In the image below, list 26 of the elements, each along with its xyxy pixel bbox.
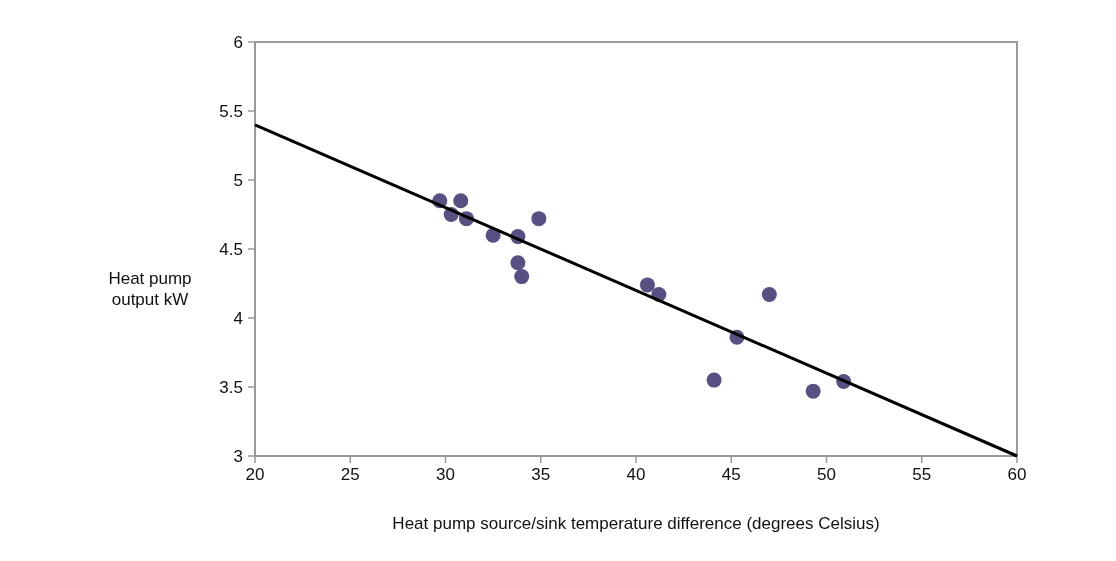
x-tick-label: 20 xyxy=(245,465,265,484)
y-tick-label: 3.5 xyxy=(219,377,243,397)
y-tick-label: 4.5 xyxy=(219,239,243,259)
y-axis-title: Heat pump output kW xyxy=(108,268,192,309)
point xyxy=(639,277,655,293)
y-tick-label: 6 xyxy=(233,32,243,52)
x-tick-label: 50 xyxy=(817,465,836,484)
x-axis-title: Heat pump source/sink temperature difference (degrees Celsius) xyxy=(392,514,880,533)
x-tick-label: 45 xyxy=(721,465,741,484)
x-tick-label: 40 xyxy=(626,465,646,484)
point xyxy=(805,383,821,399)
point xyxy=(514,269,530,285)
x-tick-label: 60 xyxy=(1007,465,1027,484)
y-tick-label: 3 xyxy=(233,446,243,466)
x-tick-label: 25 xyxy=(340,465,360,484)
y-tick-label: 5 xyxy=(233,170,243,190)
point xyxy=(453,193,469,209)
point xyxy=(531,211,547,227)
y-tick-label: 4 xyxy=(233,308,243,328)
y-tick-label: 5.5 xyxy=(219,101,243,121)
x-tick-label: 55 xyxy=(912,465,932,484)
point xyxy=(761,287,777,303)
x-tick-label: 35 xyxy=(531,465,551,484)
point xyxy=(510,255,526,271)
point xyxy=(706,372,722,388)
x-tick-label: 30 xyxy=(436,465,455,484)
